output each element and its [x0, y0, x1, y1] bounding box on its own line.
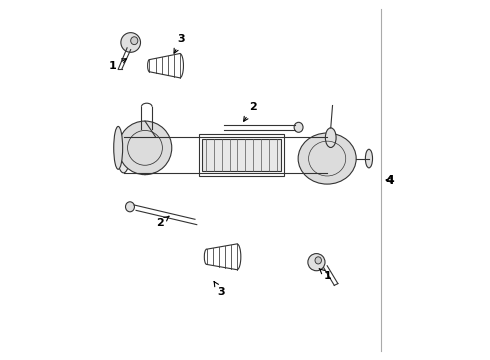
Bar [198, 134, 284, 176]
Text: 2: 2 [156, 216, 169, 229]
Text: 2: 2 [244, 102, 257, 121]
Ellipse shape [320, 137, 334, 173]
Ellipse shape [325, 128, 336, 148]
Ellipse shape [366, 149, 372, 168]
Text: 4: 4 [385, 174, 394, 186]
Text: 3: 3 [174, 35, 185, 53]
Ellipse shape [294, 122, 303, 132]
Text: 3: 3 [214, 282, 224, 297]
Ellipse shape [117, 137, 130, 173]
Bar [202, 139, 281, 171]
Ellipse shape [315, 257, 321, 264]
Text: 1: 1 [109, 59, 126, 71]
Ellipse shape [131, 37, 138, 45]
Ellipse shape [298, 133, 356, 184]
Ellipse shape [114, 126, 122, 169]
Ellipse shape [118, 121, 172, 175]
Ellipse shape [125, 202, 134, 212]
Ellipse shape [308, 253, 325, 271]
Ellipse shape [121, 33, 141, 52]
Text: 1: 1 [319, 269, 332, 281]
